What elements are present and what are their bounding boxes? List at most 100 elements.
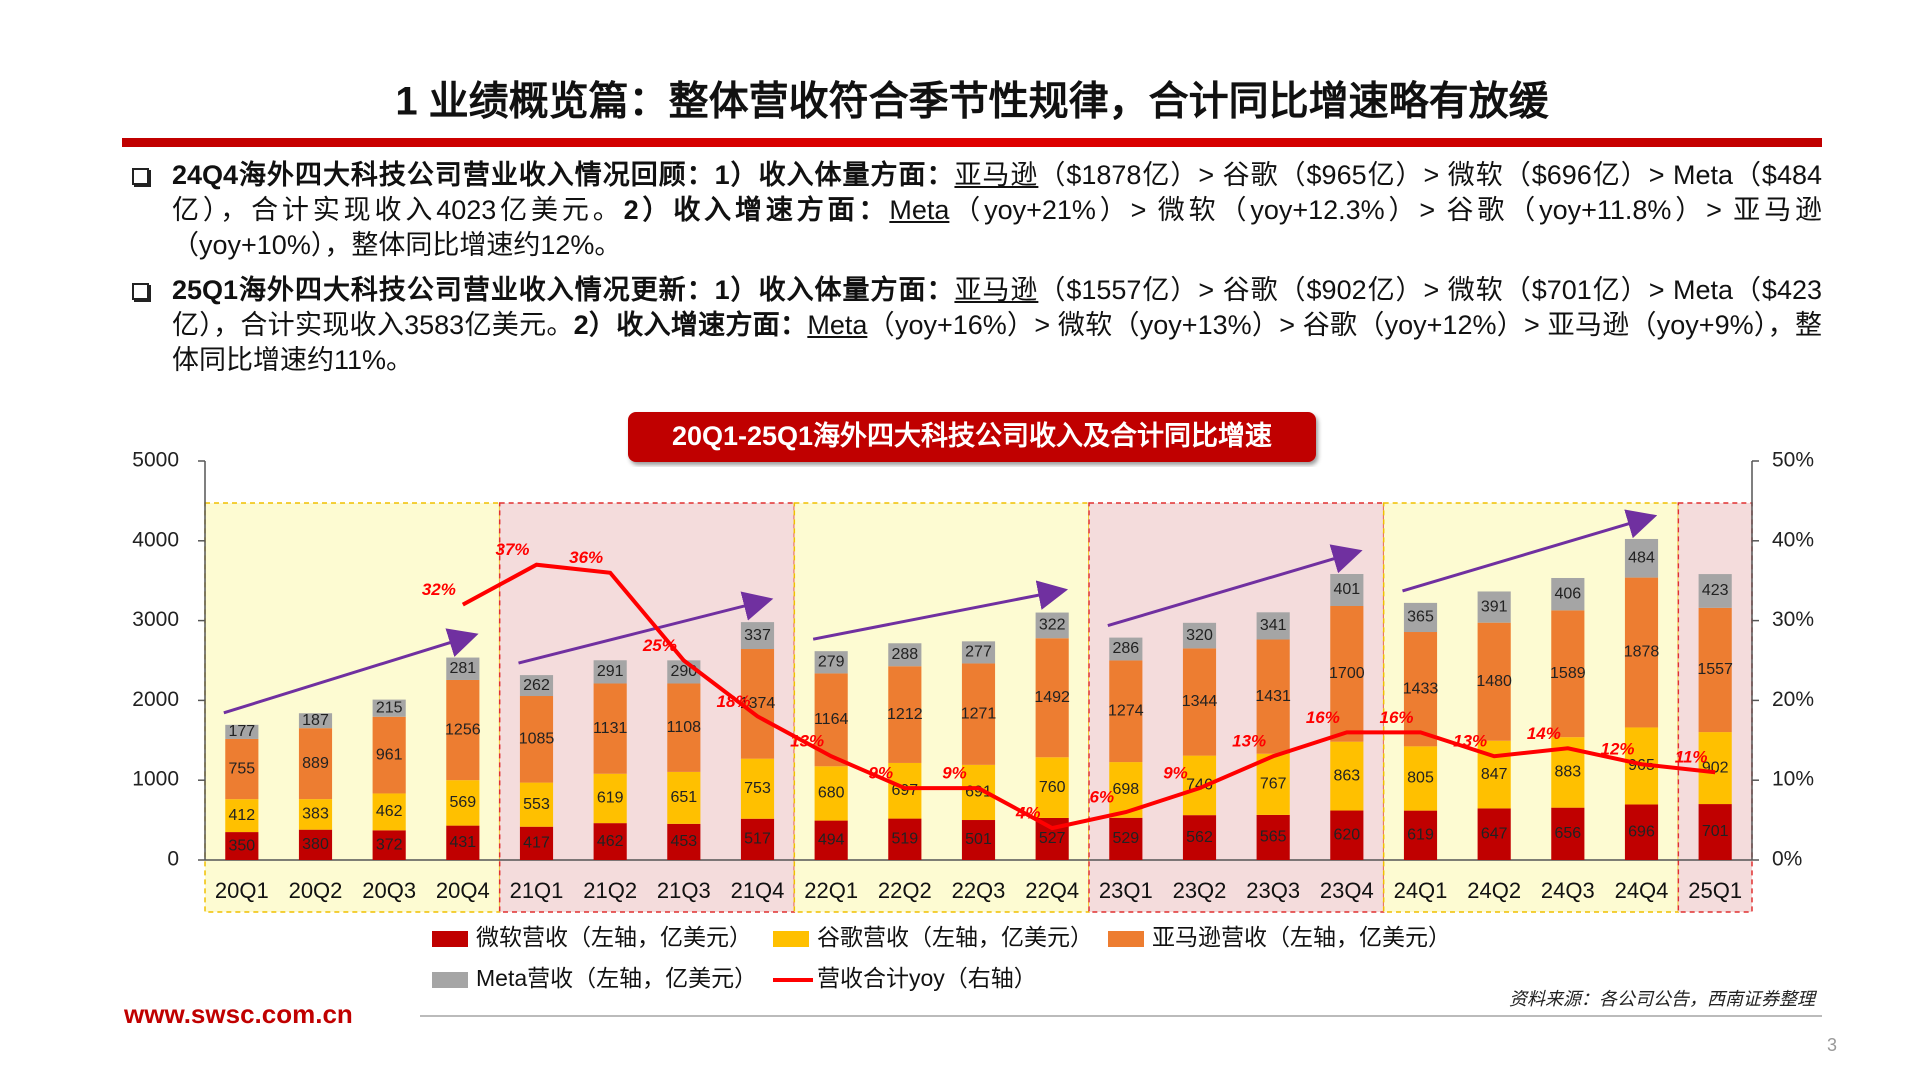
x-tick-label: 25Q1 — [1688, 878, 1742, 903]
bar-segment — [519, 782, 554, 827]
bar-segment — [1624, 804, 1659, 860]
bar-segment — [298, 829, 333, 860]
data-label: 279 — [818, 654, 845, 671]
data-label: 767 — [1260, 776, 1287, 793]
x-tick-label: 21Q2 — [583, 878, 637, 903]
y-tick-label: 5000 — [132, 449, 179, 472]
line-label: 6% — [1090, 788, 1115, 807]
bar-segment — [888, 643, 922, 667]
data-label: 291 — [597, 663, 624, 680]
bar-segment — [1330, 810, 1364, 860]
data-label: 341 — [1260, 617, 1287, 634]
bar-segment — [814, 820, 848, 860]
bar-segment — [888, 762, 922, 819]
data-label: 753 — [744, 780, 771, 797]
data-label: 1700 — [1329, 665, 1365, 682]
data-label: 847 — [1481, 766, 1508, 783]
x-tick-label: 24Q1 — [1394, 878, 1448, 903]
bullet-text: 2）收入增速方面： — [573, 310, 808, 340]
data-label: 431 — [449, 834, 476, 851]
x-tick-label: 24Q3 — [1541, 878, 1595, 903]
bullet: 24Q4海外四大科技公司营业收入情况回顾：1）收入体量方面：亚马逊（$1878亿… — [128, 158, 1822, 263]
source-note: 资料来源：各公司公告，西南证券整理 — [1509, 989, 1818, 1009]
data-label: 517 — [744, 831, 771, 848]
bar-segment — [1182, 648, 1217, 756]
x-tick-label: 23Q4 — [1320, 878, 1374, 903]
data-label: 215 — [376, 699, 403, 716]
data-label: 1271 — [961, 705, 997, 722]
bar-segment — [593, 773, 627, 824]
bar-segment — [1035, 638, 1069, 758]
bar-segment — [372, 830, 406, 860]
bullet-text: （yoy+16%）> 微软（yoy+13%）> 谷歌（yoy+12%）> 亚马逊… — [172, 310, 1822, 375]
line-label: 4% — [1015, 804, 1041, 823]
bar-segment — [519, 826, 554, 860]
data-label: 401 — [1333, 581, 1360, 598]
bar-segment — [1109, 637, 1143, 661]
x-tick-label: 23Q3 — [1246, 878, 1300, 903]
line-label: 9% — [869, 764, 894, 783]
data-label: 701 — [1702, 823, 1729, 840]
bar-segment — [961, 641, 996, 664]
data-label: 1164 — [814, 711, 849, 728]
y2-tick-label: 50% — [1772, 449, 1814, 472]
legend-label: 微软营收（左轴，亿美元） — [476, 924, 752, 950]
data-label: 565 — [1260, 829, 1287, 846]
bar-segment — [1035, 757, 1069, 818]
data-label: 286 — [1112, 640, 1139, 657]
data-label: 760 — [1039, 779, 1066, 796]
bullet-text: 2）收入增速方面： — [623, 195, 890, 225]
bar-segment — [888, 666, 922, 763]
website: www.swsc.com.cn — [123, 999, 353, 1029]
data-label: 519 — [891, 831, 918, 848]
y2-tick-label: 40% — [1772, 528, 1814, 551]
bar-segment — [1477, 622, 1511, 741]
bar-segment — [446, 679, 480, 781]
x-tick-label: 20Q2 — [289, 878, 343, 903]
data-label: 619 — [1407, 827, 1434, 844]
trend-arrow — [223, 628, 479, 715]
bar-segment — [1256, 753, 1290, 815]
bar-segment — [225, 832, 259, 860]
data-label: 277 — [965, 644, 992, 661]
bullet-list: 24Q4海外四大科技公司营业收入情况回顾：1）收入体量方面：亚马逊（$1878亿… — [128, 158, 1822, 388]
data-label: 1557 — [1697, 661, 1733, 678]
bar-segment — [593, 660, 627, 684]
x-tick-label: 21Q1 — [510, 878, 564, 903]
chart: 0 1000 2000 3000 4000 5000 0% 10% 20% 30% 40% 50% 20… — [132, 449, 1814, 992]
bar-segment — [519, 675, 554, 697]
data-label: 453 — [670, 833, 697, 850]
bar-segment — [446, 780, 480, 826]
data-label: 619 — [597, 790, 624, 807]
data-label: 1480 — [1476, 673, 1512, 690]
bar-segment — [1182, 815, 1217, 860]
data-label: 320 — [1186, 627, 1213, 644]
line-label: 18% — [716, 692, 750, 711]
data-label: 406 — [1554, 585, 1581, 602]
data-label: 863 — [1333, 767, 1360, 784]
bar-segment — [1403, 602, 1438, 633]
line-label: 13% — [1232, 732, 1266, 751]
y2-tick-label: 20% — [1772, 688, 1814, 711]
data-label: 1274 — [1108, 702, 1144, 719]
data-label: 883 — [1554, 764, 1581, 781]
bar-segment — [1403, 746, 1438, 811]
line-label: 13% — [790, 732, 824, 751]
bar-segment — [593, 683, 627, 774]
bullet-text: 25Q1海外四大科技公司营业收入情况更新：1）收入体量方面： — [172, 275, 955, 305]
y-tick-label: 2000 — [132, 688, 179, 711]
data-label: 365 — [1407, 609, 1434, 626]
y2-tick-label: 30% — [1772, 608, 1814, 631]
x-tick-label: 20Q4 — [436, 878, 490, 903]
data-label: 1431 — [1255, 688, 1291, 705]
data-label: 1212 — [887, 706, 923, 723]
data-label: 1433 — [1403, 680, 1439, 697]
data-label: 391 — [1481, 598, 1508, 615]
data-label: 553 — [523, 796, 550, 813]
data-label: 1131 — [593, 720, 628, 737]
bar-segment — [1109, 817, 1143, 860]
data-label: 423 — [1702, 582, 1729, 599]
bar-segment — [1330, 605, 1364, 742]
bar-segment — [1551, 610, 1585, 738]
